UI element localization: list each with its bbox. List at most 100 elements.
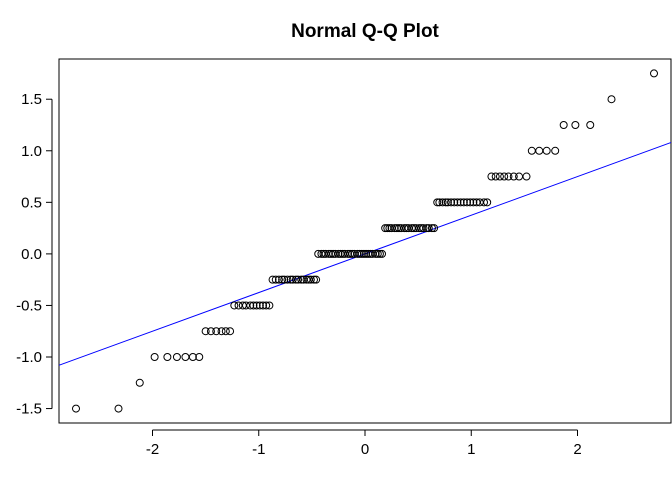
data-point <box>551 146 560 155</box>
data-point <box>201 327 210 336</box>
y-tick-label: -1.0 <box>16 349 42 366</box>
data-point <box>419 224 428 233</box>
data-point <box>278 275 287 284</box>
data-point <box>306 275 315 284</box>
data-point <box>469 198 478 207</box>
data-point <box>487 172 496 181</box>
data-point <box>586 120 595 129</box>
chart-title: Normal Q-Q Plot <box>291 21 439 42</box>
data-point <box>435 198 444 207</box>
data-point <box>294 275 303 284</box>
data-point <box>381 224 390 233</box>
x-tick-label: 2 <box>573 441 581 458</box>
data-point <box>463 198 471 207</box>
data-point <box>362 249 371 258</box>
data-point <box>515 172 524 181</box>
data-point <box>268 275 277 284</box>
y-tick-label: 1.5 <box>21 91 42 108</box>
data-point <box>453 198 462 207</box>
data-point <box>371 249 380 258</box>
y-tick-label: -0.5 <box>16 297 42 314</box>
x-tick-label: -1 <box>252 441 265 458</box>
x-tick-label: 1 <box>467 441 475 458</box>
data-point <box>466 198 475 207</box>
data-point <box>542 146 551 155</box>
data-point <box>438 198 447 207</box>
data-point <box>353 249 362 258</box>
data-point <box>135 378 144 387</box>
data-point <box>188 353 197 362</box>
y-tick-label: -1.5 <box>16 401 42 418</box>
data-point <box>181 353 190 362</box>
data-point <box>373 249 382 258</box>
data-point <box>163 353 172 362</box>
data-point <box>246 301 255 310</box>
data-point <box>650 69 658 78</box>
data-point <box>378 249 386 258</box>
x-tick-label: 0 <box>361 441 369 458</box>
data-point <box>480 198 488 207</box>
data-point <box>509 172 518 181</box>
data-point <box>559 120 568 129</box>
data-point <box>72 404 80 413</box>
data-point <box>375 249 384 258</box>
data-point <box>443 198 452 207</box>
data-point <box>456 198 465 207</box>
plot-frame <box>58 58 672 424</box>
data-point <box>310 275 318 284</box>
data-point <box>226 327 235 336</box>
data-point <box>255 301 264 310</box>
data-point <box>230 301 239 310</box>
data-point <box>324 249 333 258</box>
data-point <box>334 249 343 258</box>
data-point <box>447 198 456 207</box>
y-tick-label: 1.0 <box>21 143 42 160</box>
data-point <box>495 172 504 181</box>
data-point <box>390 224 399 233</box>
data-point <box>433 198 442 207</box>
data-point <box>221 327 230 336</box>
data-point <box>450 198 459 207</box>
data-point <box>344 249 352 258</box>
data-point <box>252 301 261 310</box>
y-tick-label: 0.0 <box>21 246 42 263</box>
data-point <box>522 172 531 181</box>
data-point <box>217 327 226 336</box>
data-point <box>527 146 536 155</box>
data-point <box>607 95 616 104</box>
data-point <box>359 249 368 258</box>
data-point <box>491 172 500 181</box>
data-point <box>249 301 258 310</box>
data-point <box>424 224 433 233</box>
data-point <box>259 301 267 310</box>
data-point <box>535 146 544 155</box>
data-point <box>206 327 215 336</box>
data-point <box>150 353 159 362</box>
data-point <box>114 404 123 413</box>
data-point <box>459 198 468 207</box>
data-point <box>283 275 292 284</box>
data-point <box>427 224 436 233</box>
data-point <box>312 275 321 284</box>
data-point <box>357 249 366 258</box>
data-point <box>571 120 580 129</box>
data-point <box>441 198 450 207</box>
data-point <box>274 275 283 284</box>
data-point <box>355 249 364 258</box>
data-point <box>172 353 181 362</box>
data-point <box>288 275 297 284</box>
data-point <box>271 275 280 284</box>
data-point <box>280 275 289 284</box>
data-point <box>500 172 509 181</box>
points-layer <box>72 69 658 413</box>
axes: -2 -1 0 1 2 -1.5 -1.0 -0.5 0.0 0.5 1.0 1.5 <box>16 91 582 458</box>
data-point <box>212 327 221 336</box>
data-point <box>504 172 513 181</box>
y-tick-label: 0.5 <box>21 194 42 211</box>
data-point <box>265 301 274 310</box>
data-point <box>430 224 439 233</box>
data-point <box>262 301 271 310</box>
data-point <box>483 198 492 207</box>
x-tick-label: -2 <box>146 441 159 458</box>
